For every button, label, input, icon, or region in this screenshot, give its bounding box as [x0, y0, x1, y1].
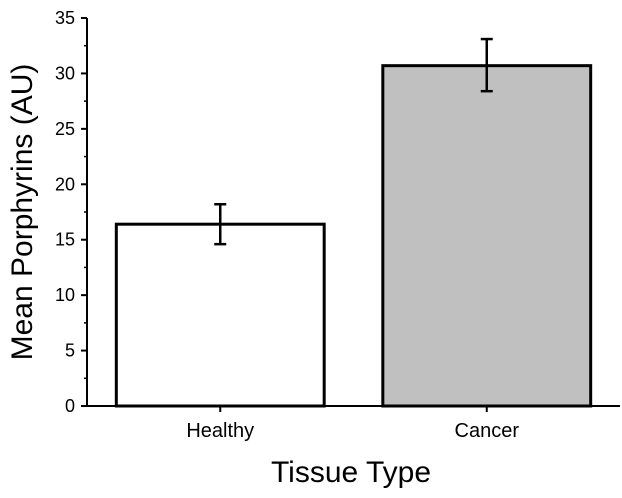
x-ticks: Healthy Cancer — [186, 406, 519, 442]
y-tick-label: 20 — [55, 174, 75, 194]
y-tick-label: 10 — [55, 285, 75, 305]
y-tick-label: 30 — [55, 63, 75, 83]
error-bars — [214, 37, 493, 246]
y-tick-label: 25 — [55, 119, 75, 139]
x-tick-label: Cancer — [455, 420, 520, 442]
y-axis-title: Mean Porphyrins (AU) — [6, 64, 39, 361]
x-tick-label: Healthy — [186, 420, 254, 442]
error-bar-healthy — [214, 202, 227, 246]
y-tick-label: 35 — [55, 8, 75, 28]
x-axis-title: Tissue Type — [271, 456, 431, 489]
y-tick-label: 0 — [65, 396, 75, 416]
bars — [114, 64, 593, 408]
y-tick-label: 5 — [65, 341, 75, 361]
error-bar-cancer — [480, 37, 493, 93]
y-tick-label: 15 — [55, 230, 75, 250]
y-ticks: 0 5 10 15 20 25 30 35 — [55, 8, 87, 416]
bar-cancer — [381, 64, 593, 408]
bar-healthy — [114, 222, 326, 408]
